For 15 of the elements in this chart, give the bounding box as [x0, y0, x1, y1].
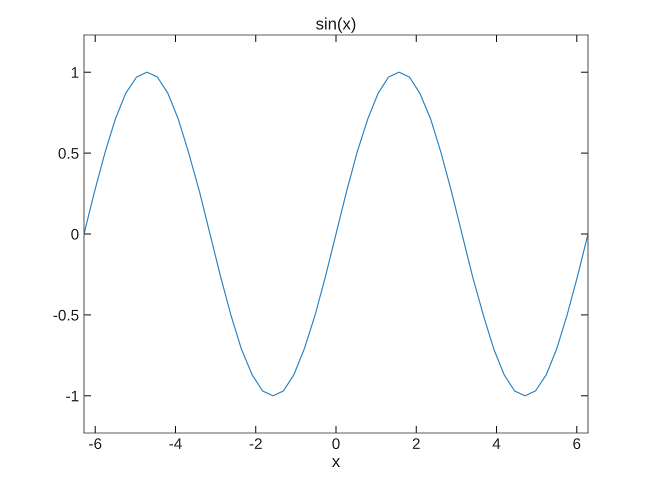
y-tick-label: 0.5: [58, 148, 78, 159]
chart-title: sin(x): [316, 17, 356, 33]
x-tick-label: -4: [169, 438, 182, 449]
y-tick-label: -1: [66, 390, 78, 402]
y-tick-label: 0: [71, 228, 79, 240]
x-tick-label: 4: [492, 438, 500, 449]
y-tick-label: -0.5: [53, 310, 78, 321]
x-tick-label: -2: [250, 438, 262, 449]
x-tick-label: 2: [412, 438, 420, 449]
y-tick-label: 1: [72, 67, 78, 78]
x-tick-label: 0: [332, 438, 340, 450]
x-axis-title: x: [332, 458, 340, 467]
x-tick-label: -6: [89, 438, 102, 450]
x-tick-label: 6: [573, 438, 580, 450]
line-series: [84, 72, 588, 396]
